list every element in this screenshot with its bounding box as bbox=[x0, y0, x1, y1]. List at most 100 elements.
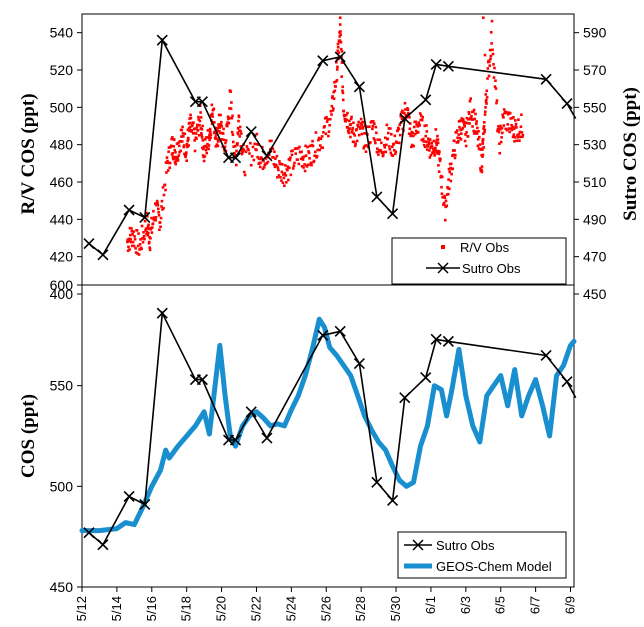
rv-obs-point bbox=[189, 113, 192, 117]
rv-obs-point bbox=[358, 125, 361, 129]
rv-obs-point bbox=[240, 152, 244, 156]
bottom-x-tick-label: 6/3 bbox=[458, 596, 473, 614]
rv-obs-point bbox=[466, 134, 470, 138]
top-right-tick-label: 470 bbox=[583, 249, 607, 265]
rv-obs-point bbox=[506, 113, 510, 116]
rv-obs-point bbox=[320, 135, 324, 138]
rv-obs-point bbox=[338, 16, 342, 20]
rv-obs-point bbox=[343, 114, 346, 118]
top-left-tick-label: 460 bbox=[50, 174, 74, 190]
rv-obs-point bbox=[239, 132, 243, 135]
bottom-x-tick-label: 6/5 bbox=[493, 596, 508, 614]
rv-obs-point bbox=[437, 164, 440, 167]
rv-obs-point bbox=[273, 165, 277, 169]
rv-obs-point bbox=[220, 138, 224, 141]
rv-obs-point bbox=[189, 116, 193, 120]
rv-obs-point bbox=[423, 124, 427, 128]
rv-obs-point bbox=[460, 132, 463, 135]
rv-obs-point bbox=[173, 161, 177, 164]
rv-obs-point bbox=[131, 233, 134, 236]
rv-obs-point bbox=[145, 211, 149, 215]
rv-obs-point bbox=[197, 134, 201, 137]
rv-obs-point bbox=[227, 121, 231, 125]
rv-obs-point bbox=[481, 155, 484, 158]
rv-obs-point bbox=[463, 123, 466, 126]
rv-obs-point bbox=[464, 121, 468, 124]
rv-obs-point bbox=[447, 167, 451, 171]
rv-obs-point bbox=[429, 153, 433, 157]
rv-obs-point bbox=[495, 99, 499, 102]
rv-obs-point bbox=[416, 125, 420, 128]
rv-obs-point bbox=[235, 149, 238, 153]
rv-obs-point bbox=[415, 123, 419, 126]
bottom-left-tick-label: 450 bbox=[50, 579, 74, 595]
rv-obs-point bbox=[160, 199, 164, 203]
rv-obs-point bbox=[198, 123, 201, 127]
rv-obs-point bbox=[348, 119, 351, 123]
rv-obs-point bbox=[380, 141, 383, 145]
rv-obs-point bbox=[289, 173, 293, 177]
rv-obs-point bbox=[140, 224, 144, 228]
rv-obs-point bbox=[405, 113, 409, 117]
rv-obs-point bbox=[164, 161, 168, 164]
rv-obs-point bbox=[283, 171, 287, 175]
rv-obs-point bbox=[420, 118, 424, 122]
rv-obs-point bbox=[158, 228, 161, 232]
rv-obs-point bbox=[201, 138, 205, 142]
rv-obs-point bbox=[436, 134, 439, 138]
rv-obs-point bbox=[195, 126, 199, 129]
rv-obs-point bbox=[469, 97, 472, 100]
rv-obs-point bbox=[334, 85, 337, 88]
rv-obs-point bbox=[313, 150, 317, 154]
rv-obs-point bbox=[512, 133, 516, 136]
rv-obs-point bbox=[388, 145, 391, 148]
rv-obs-point bbox=[478, 147, 481, 151]
legend-bottom-sutro-marker bbox=[412, 539, 424, 551]
rv-obs-point bbox=[309, 161, 313, 165]
rv-obs-point bbox=[368, 125, 371, 128]
rv-obs-point bbox=[181, 132, 185, 135]
rv-obs-point bbox=[458, 119, 462, 123]
rv-obs-point bbox=[389, 151, 393, 155]
rv-obs-point bbox=[191, 123, 194, 127]
bottom-sutro-marker bbox=[353, 357, 365, 370]
rv-obs-point bbox=[252, 158, 256, 162]
rv-obs-point bbox=[141, 240, 145, 244]
rv-obs-point bbox=[236, 126, 240, 130]
rv-obs-point bbox=[168, 161, 172, 165]
rv-obs-point bbox=[342, 109, 346, 113]
rv-obs-point bbox=[165, 171, 168, 174]
legend-sutro-label: Sutro Obs bbox=[462, 261, 521, 276]
top-sutro-marker bbox=[83, 238, 95, 250]
rv-obs-point bbox=[224, 139, 228, 142]
rv-obs-point bbox=[496, 127, 500, 131]
rv-obs-point bbox=[483, 113, 487, 116]
rv-obs-point bbox=[304, 144, 307, 148]
rv-obs-point bbox=[509, 127, 513, 130]
rv-obs-point bbox=[184, 155, 187, 159]
rv-obs-point bbox=[430, 144, 434, 147]
rv-obs-point bbox=[217, 113, 221, 117]
rv-obs-point bbox=[392, 142, 396, 146]
rv-obs-point bbox=[486, 67, 490, 70]
rv-obs-point bbox=[383, 146, 387, 149]
rv-obs-point bbox=[361, 125, 364, 129]
legend-rv-obs-marker bbox=[441, 245, 445, 249]
rv-obs-point bbox=[208, 138, 211, 142]
rv-obs-point bbox=[266, 160, 270, 164]
top-right-tick-label: 490 bbox=[583, 211, 607, 227]
rv-obs-point bbox=[484, 106, 487, 109]
rv-obs-point bbox=[154, 218, 157, 222]
rv-obs-point bbox=[280, 170, 284, 174]
rv-obs-point bbox=[218, 131, 222, 135]
rv-obs-point bbox=[382, 150, 386, 154]
rv-obs-point bbox=[438, 150, 441, 154]
rv-obs-point bbox=[234, 163, 238, 167]
rv-obs-point bbox=[425, 124, 428, 127]
rv-obs-point bbox=[152, 209, 155, 213]
rv-obs-point bbox=[434, 146, 437, 150]
rv-obs-point bbox=[128, 248, 131, 251]
rv-obs-point bbox=[162, 206, 165, 210]
rv-obs-point bbox=[222, 138, 226, 142]
top-right-axis-label: Sutro COS (ppt) bbox=[620, 87, 641, 221]
